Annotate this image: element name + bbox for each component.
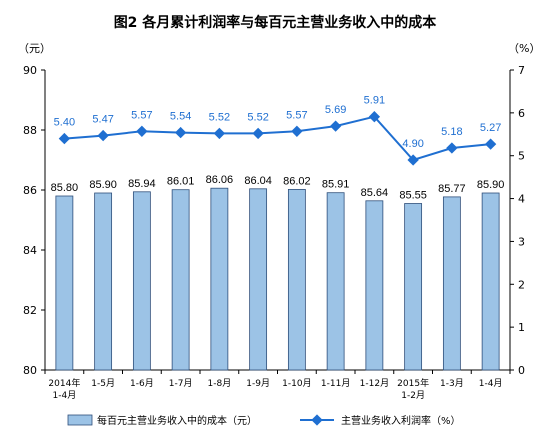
bar — [287, 188, 306, 371]
bar — [249, 188, 268, 371]
left-axis-tick-label: 88 — [23, 124, 37, 137]
line-value-label: 5.57 — [131, 109, 152, 121]
bar — [94, 192, 113, 371]
bar — [365, 200, 384, 371]
x-axis-category-label: 1-10月 — [282, 378, 311, 389]
bar-value-label: 86.06 — [206, 174, 234, 186]
line-point — [484, 138, 497, 150]
bar — [132, 191, 151, 371]
legend: 每百元主营业务收入中的成本（元） 主营业务收入利润率（%） — [67, 414, 461, 427]
line-value-label: 5.57 — [286, 109, 307, 121]
left-axis-tick-label: 86 — [23, 184, 37, 197]
x-axis-category-label: 2015年 1-2月 — [397, 377, 429, 401]
legend-line-marker — [311, 414, 323, 426]
line-value-label: 5.40 — [54, 117, 75, 129]
right-axis-unit: （%） — [508, 42, 540, 55]
line-value-label: 5.27 — [480, 122, 501, 134]
line-point — [213, 127, 226, 140]
x-axis-category-label: 1-5月 — [91, 378, 115, 389]
right-axis-tick-label: 3 — [518, 235, 525, 248]
line-value-label: 5.18 — [441, 126, 462, 138]
x-axis-category-label: 1-9月 — [246, 378, 270, 389]
line-point — [252, 127, 264, 140]
line-value-label: 4.90 — [402, 138, 423, 150]
bar-value-label: 85.80 — [51, 182, 79, 194]
legend-bar-label: 每百元主营业务收入中的成本（元） — [97, 414, 257, 427]
bar-value-label: 85.64 — [361, 187, 389, 199]
line-point — [174, 126, 187, 139]
bar — [404, 203, 423, 371]
bar-value-label: 86.01 — [167, 176, 195, 188]
right-axis-tick-label: 6 — [518, 107, 525, 120]
right-axis-tick-label: 4 — [518, 193, 525, 206]
line-point — [329, 120, 342, 132]
line-value-label: 5.52 — [209, 111, 230, 123]
line-point — [97, 129, 109, 142]
bar-value-label: 85.91 — [322, 179, 350, 191]
line-value-label: 5.47 — [92, 114, 113, 126]
line-point — [407, 154, 419, 166]
x-axis-category-label: 1-6月 — [130, 378, 154, 389]
bar-value-label: 85.90 — [89, 179, 117, 191]
line-point — [136, 125, 148, 137]
x-axis-category-label: 1-3月 — [440, 378, 464, 389]
bar-value-label: 86.04 — [244, 175, 272, 187]
bar — [210, 187, 229, 371]
line-point — [446, 142, 458, 154]
left-axis-tick-label: 82 — [23, 304, 37, 317]
legend-bar-swatch — [67, 414, 93, 426]
left-axis-tick-label: 84 — [23, 244, 37, 257]
line-value-label: 5.54 — [170, 111, 191, 123]
bar-value-label: 86.02 — [283, 175, 311, 187]
bar-value-label: 85.77 — [438, 183, 466, 195]
bar — [481, 192, 500, 371]
right-axis-tick-label: 0 — [518, 364, 525, 377]
x-axis-category-label: 1-4月 — [479, 378, 503, 389]
left-axis-tick-label: 90 — [23, 64, 37, 77]
x-axis-category-label: 1-7月 — [169, 378, 193, 389]
bar — [55, 195, 74, 371]
bar — [171, 189, 190, 371]
line-point — [58, 132, 71, 145]
left-axis-unit: （元） — [18, 42, 51, 55]
bar — [442, 196, 461, 371]
line-value-label: 5.91 — [364, 95, 385, 107]
bar-value-label: 85.55 — [399, 190, 427, 202]
chart-title: 图2 各月累计利润率与每百元主营业务收入中的成本 — [114, 14, 438, 31]
right-axis-tick-label: 1 — [518, 321, 525, 334]
plot-area: 80 82 84 86 88 90 0 1 2 3 4 5 6 7 85.80 85.90 85.94 86.01… — [23, 64, 525, 401]
line-value-label: 5.52 — [247, 111, 268, 123]
x-axis-category-label: 1-11月 — [321, 378, 350, 389]
x-axis-category-label: 1-8月 — [208, 378, 232, 389]
legend-line-label: 主营业务收入利润率（%） — [341, 414, 461, 427]
line-series — [64, 115, 491, 162]
left-axis-tick-label: 80 — [23, 364, 37, 377]
bar-value-label: 85.94 — [128, 178, 156, 190]
right-axis-tick-label: 5 — [518, 150, 525, 163]
line-point — [291, 125, 303, 137]
x-axis-category-label: 2014年 1-4月 — [48, 377, 80, 401]
x-axis-category-label: 1-12月 — [360, 378, 389, 389]
right-axis-tick-label: 2 — [518, 278, 525, 291]
bar — [326, 192, 345, 371]
line-value-label: 5.69 — [325, 104, 346, 116]
bar-value-label: 85.90 — [477, 179, 505, 191]
right-axis-tick-label: 7 — [518, 64, 525, 77]
